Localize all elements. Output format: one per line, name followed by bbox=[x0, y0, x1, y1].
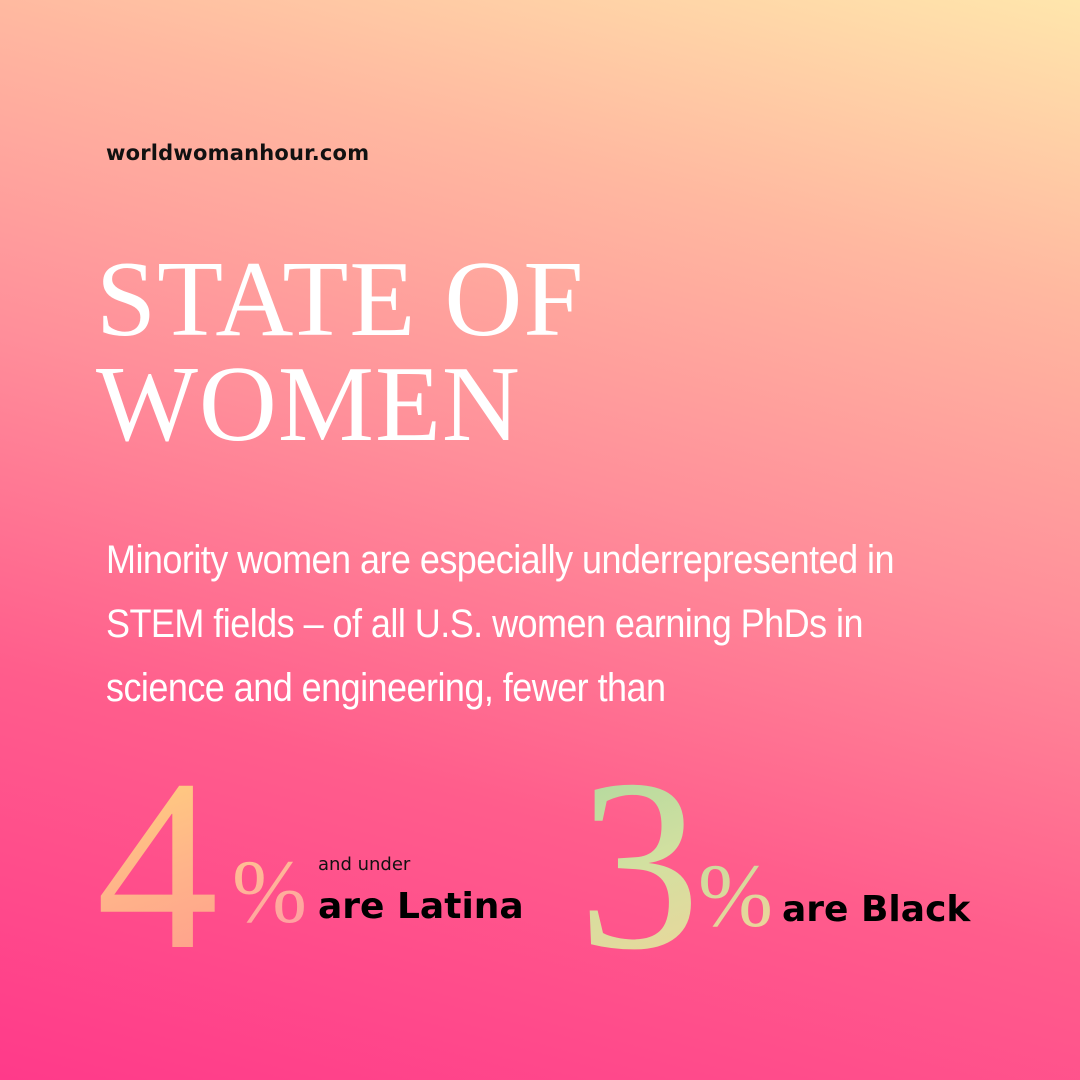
stat-latina-label: are Latina bbox=[318, 886, 524, 927]
stat-latina-percent: % bbox=[232, 843, 307, 942]
stat-black-number: 3 bbox=[578, 729, 701, 1000]
stat-latina-prefix: and under bbox=[318, 854, 411, 875]
website-url: worldwomanhour.com bbox=[106, 141, 370, 165]
stat-black-label: are Black bbox=[782, 889, 971, 930]
page-title: STATE OF WOMEN bbox=[96, 240, 585, 464]
stat-latina-number: 4 bbox=[96, 729, 219, 1000]
stat-black-percent: % bbox=[698, 847, 773, 946]
title-line-1: STATE OF bbox=[96, 240, 585, 359]
title-line-2: WOMEN bbox=[96, 345, 521, 464]
body-text: Minority women are especially underrepre… bbox=[106, 538, 895, 710]
